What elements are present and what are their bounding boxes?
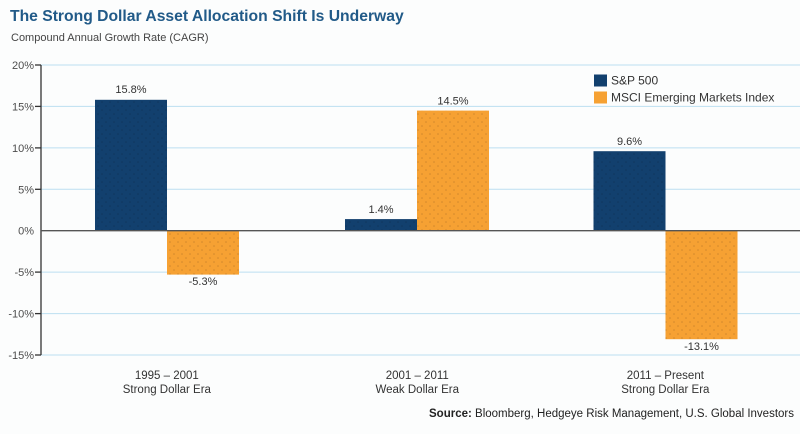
svg-text:-15%: -15% [8, 350, 34, 362]
svg-text:MSCI Emerging Markets Index: MSCI Emerging Markets Index [611, 91, 774, 105]
svg-text:10%: 10% [12, 143, 34, 155]
svg-text:Weak Dollar Era: Weak Dollar Era [375, 384, 459, 396]
svg-text:5%: 5% [18, 184, 34, 196]
svg-text:-5.3%: -5.3% [189, 276, 218, 288]
svg-text:-5%: -5% [14, 267, 34, 279]
svg-text:Strong Dollar Era: Strong Dollar Era [621, 384, 710, 396]
svg-text:20%: 20% [12, 60, 34, 72]
svg-text:-13.1%: -13.1% [684, 341, 719, 353]
svg-text:-10%: -10% [8, 309, 34, 321]
svg-text:9.6%: 9.6% [617, 136, 642, 148]
svg-text:0%: 0% [18, 226, 34, 238]
svg-text:15%: 15% [12, 101, 34, 113]
svg-text:Source: Bloomberg, Hedgeye Ris: Source: Bloomberg, Hedgeye Risk Manageme… [429, 408, 794, 420]
svg-text:2011 – Present: 2011 – Present [627, 370, 705, 382]
svg-text:2001 – 2011: 2001 – 2011 [386, 370, 449, 382]
svg-text:S&P 500: S&P 500 [611, 74, 658, 88]
svg-text:15.8%: 15.8% [115, 84, 146, 96]
svg-text:Strong Dollar Era: Strong Dollar Era [123, 384, 212, 396]
svg-text:14.5%: 14.5% [437, 96, 468, 108]
svg-text:1.4%: 1.4% [368, 204, 393, 216]
svg-text:1995 – 2001: 1995 – 2001 [135, 370, 199, 382]
